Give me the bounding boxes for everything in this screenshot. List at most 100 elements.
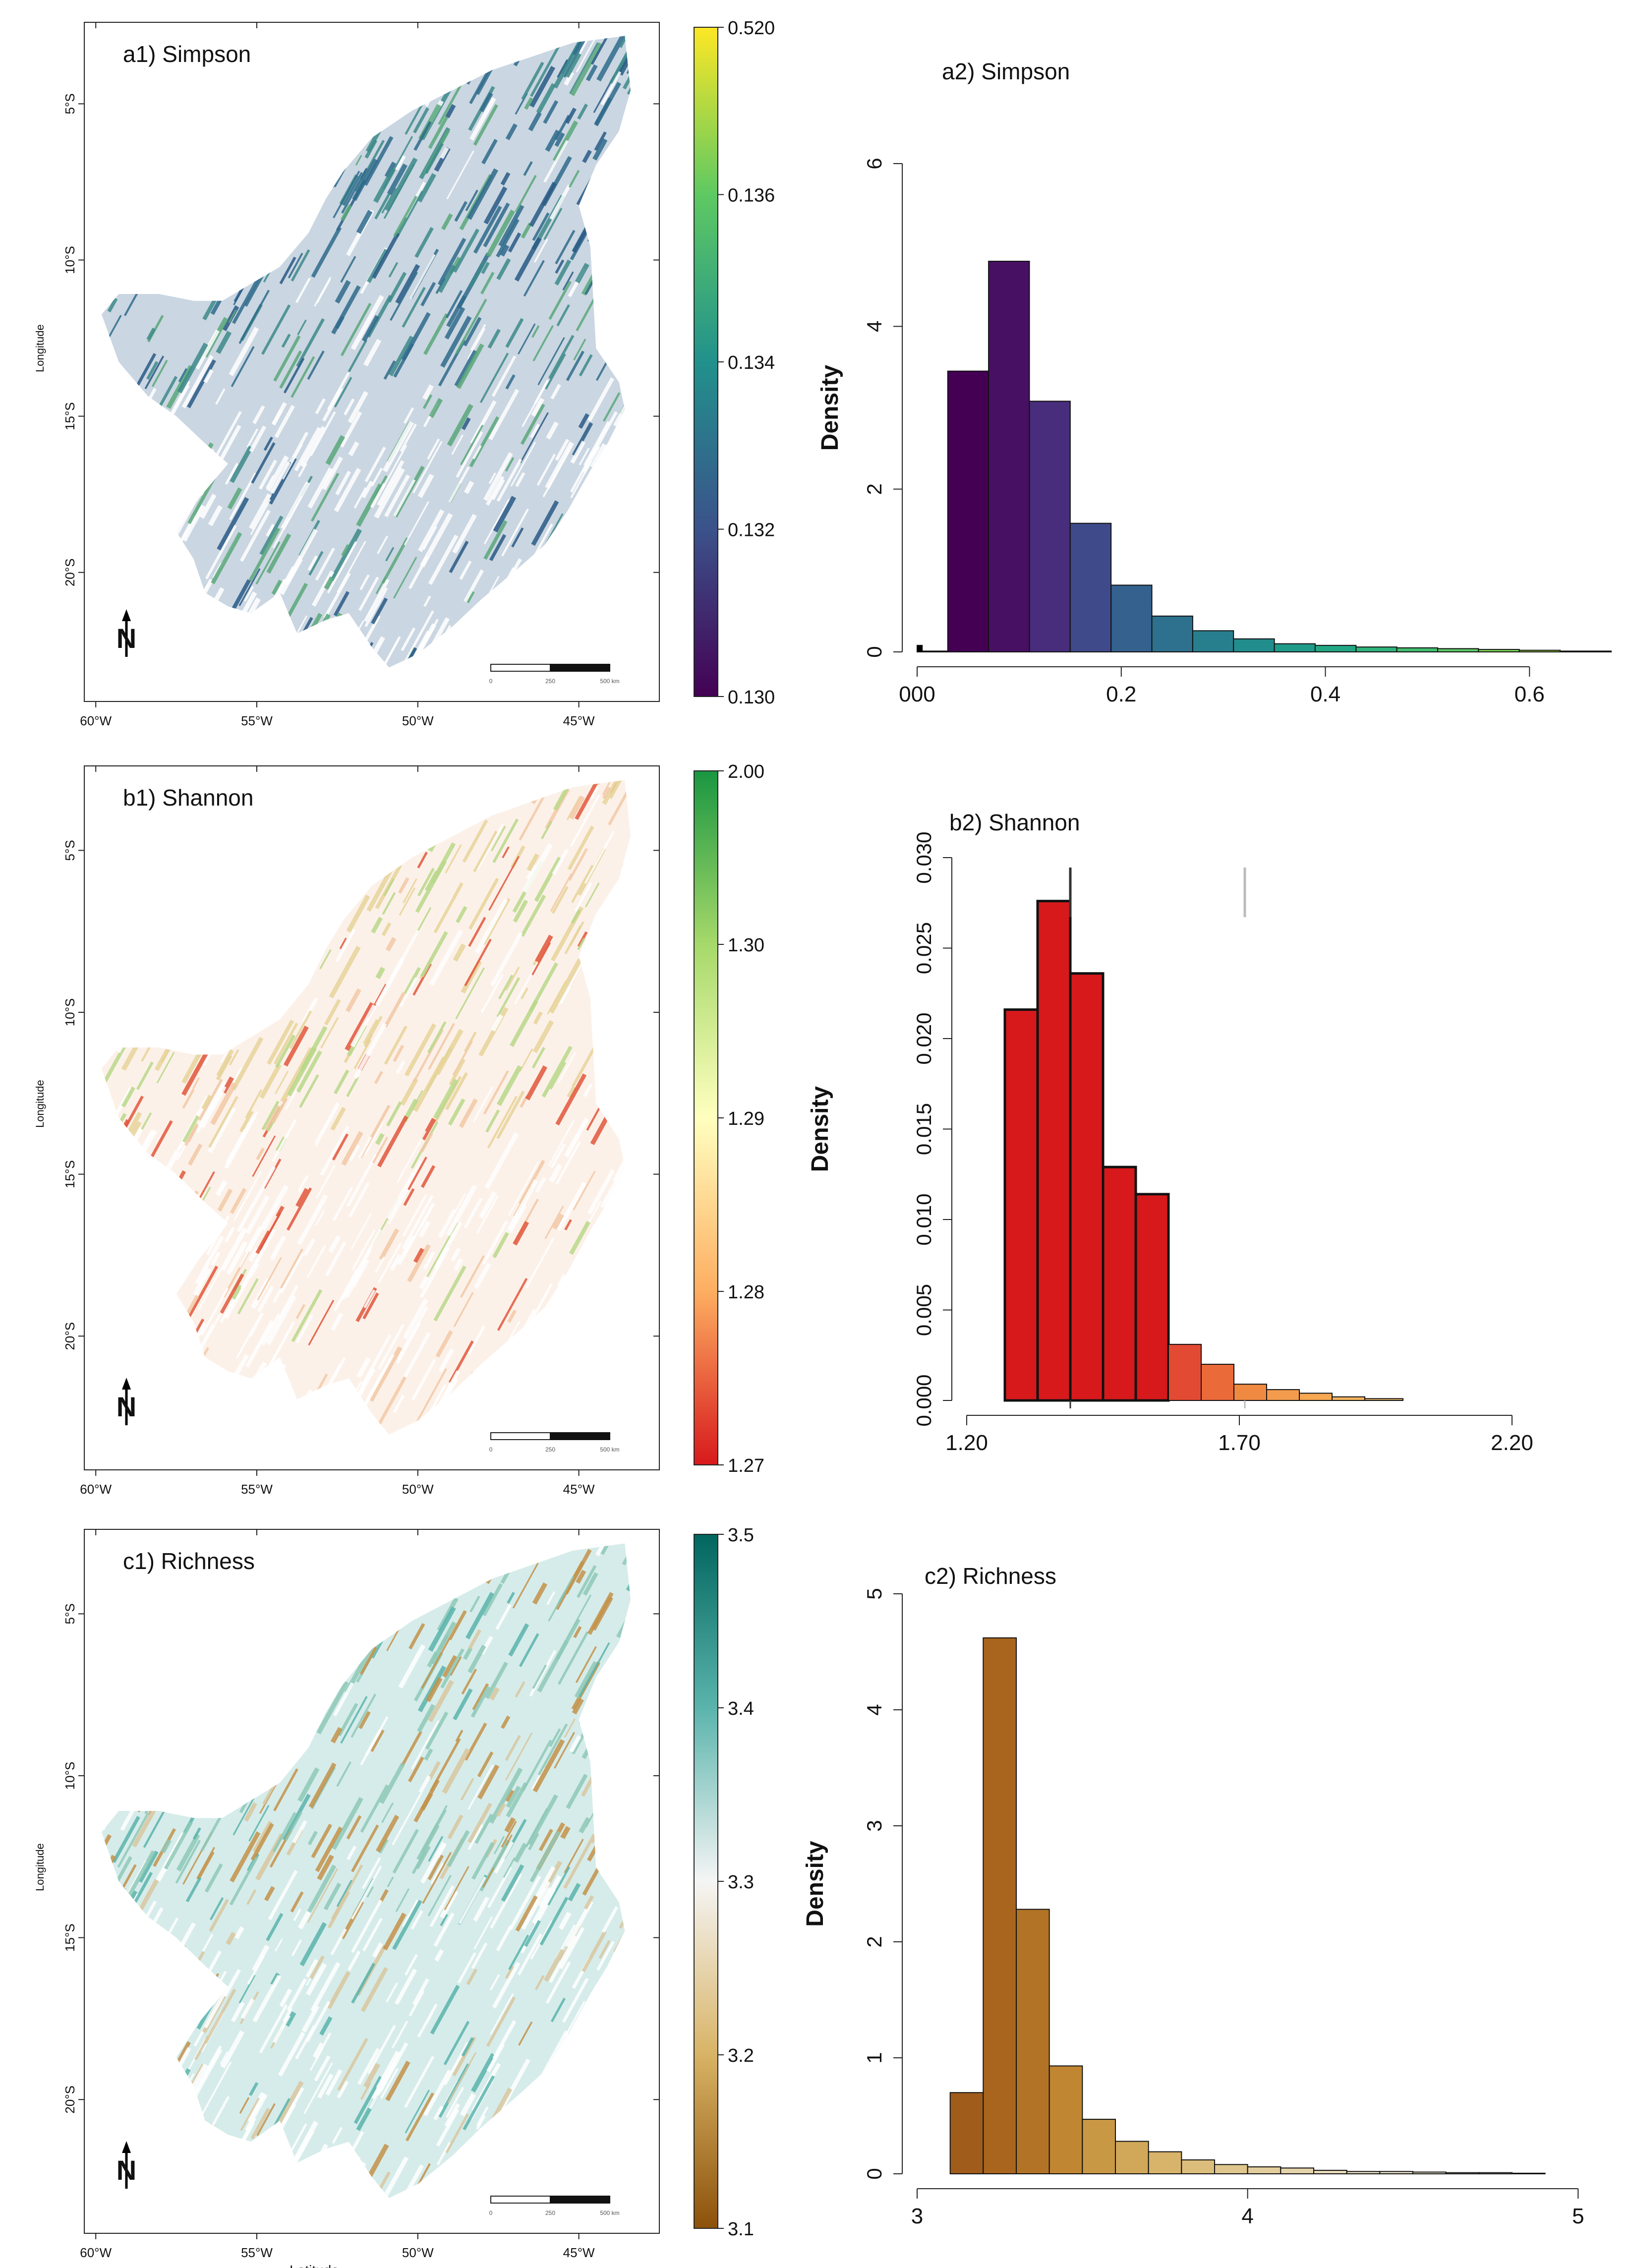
map-stroke — [500, 244, 510, 257]
map-stroke — [250, 1823, 274, 1861]
map-stroke — [587, 377, 615, 422]
map-stroke — [554, 259, 572, 286]
map-stroke — [482, 1221, 508, 1265]
map-stroke — [491, 1014, 504, 1032]
map-stroke — [600, 1159, 631, 1209]
map-stroke — [521, 988, 528, 999]
map-stroke — [220, 1227, 247, 1272]
hist-bar — [1003, 1008, 1039, 1402]
map-stroke — [332, 1187, 353, 1221]
map-stroke — [308, 551, 324, 576]
colorbar — [694, 27, 718, 697]
map-stroke — [505, 737, 522, 767]
map-stroke — [394, 154, 406, 171]
hist-bar — [1102, 1165, 1137, 1402]
map-stroke — [337, 541, 366, 593]
map-stroke — [229, 1049, 239, 1066]
map-stroke — [413, 107, 429, 134]
map-stroke — [285, 1811, 302, 1841]
map-stroke — [343, 172, 363, 206]
map-stroke — [532, 1664, 547, 1689]
map-stroke — [240, 2097, 260, 2131]
map-stroke — [582, 1572, 598, 1596]
map-stroke — [134, 353, 157, 390]
map-stroke — [423, 313, 449, 355]
map-stroke — [397, 1306, 428, 1360]
map-stroke — [548, 1575, 575, 1622]
map-stroke — [363, 2063, 381, 2088]
map-stroke — [418, 1221, 431, 1238]
map-stroke — [479, 1191, 497, 1219]
map-stroke — [404, 967, 421, 995]
map-stroke — [659, 1317, 672, 1341]
map-stroke — [428, 1761, 441, 1780]
map-stroke — [458, 1876, 486, 1924]
y-tick-label: 0.025 — [912, 922, 935, 974]
map-stroke — [220, 1274, 244, 1314]
map-stroke — [403, 878, 417, 904]
map-stroke — [360, 1967, 388, 2012]
map-stroke — [489, 1974, 500, 1991]
map-stroke — [258, 460, 278, 490]
map-stroke — [514, 1179, 538, 1218]
map-stroke — [476, 2106, 489, 2126]
map-stroke — [460, 1778, 474, 1801]
map-stroke — [533, 238, 548, 263]
map-stroke — [427, 1021, 447, 1053]
map-stroke — [467, 1803, 492, 1844]
lat-tick-label: 20°S — [62, 2086, 77, 2114]
map-stroke — [569, 1735, 582, 1753]
map-stroke — [246, 1889, 257, 1905]
map-stroke — [405, 2090, 430, 2134]
map-stroke — [531, 325, 540, 338]
map-stroke — [535, 934, 553, 963]
map-stroke — [444, 306, 466, 340]
map-stroke — [379, 1889, 389, 1902]
map-stroke — [175, 1840, 201, 1884]
scale-bar-label: 500 km — [600, 678, 619, 685]
north-arrow-label: N — [116, 2154, 136, 2186]
lon-tick-label: 45°W — [563, 1482, 595, 1497]
map-stroke — [537, 337, 565, 386]
map-stroke — [563, 36, 594, 78]
map-stroke — [465, 189, 478, 212]
map-stroke — [486, 209, 516, 258]
map-stroke — [305, 1959, 318, 1978]
map-stroke — [302, 997, 318, 1023]
map-stroke — [229, 472, 257, 521]
map-stroke — [209, 1897, 224, 1920]
scale-bar-label: 0 — [489, 2210, 493, 2216]
map-stroke — [121, 1086, 135, 1107]
map-stroke — [421, 1638, 451, 1689]
map-stroke — [539, 1897, 569, 1946]
map-stroke — [422, 1852, 452, 1904]
map-stroke — [425, 1677, 443, 1702]
map-stroke — [521, 61, 544, 100]
map-stroke — [564, 1219, 572, 1231]
map-stroke — [500, 172, 511, 186]
map-stroke — [382, 892, 396, 915]
y-axis-label: Density — [807, 1086, 833, 1172]
map-stroke — [395, 190, 423, 238]
map-stroke — [485, 1661, 508, 1699]
map-stroke — [563, 1834, 596, 1889]
map-stroke — [579, 448, 590, 465]
scale-bar-label: 250 — [545, 2210, 555, 2216]
map-stroke — [400, 1078, 418, 1106]
map-stroke — [352, 158, 379, 201]
map-stroke — [323, 572, 351, 619]
map-stroke — [245, 1089, 263, 1118]
map-stroke — [182, 1089, 195, 1109]
map-stroke — [533, 523, 553, 557]
hist-bar — [1048, 2065, 1083, 2174]
map-stroke — [272, 1812, 296, 1853]
map-stroke — [446, 150, 474, 200]
map-stroke — [212, 562, 223, 579]
map-stroke — [451, 1247, 461, 1262]
map-stroke — [229, 1857, 258, 1906]
map-stroke — [440, 1914, 448, 1926]
map-stroke — [325, 1241, 347, 1277]
map-stroke — [531, 942, 551, 976]
map-stroke — [377, 1115, 408, 1167]
